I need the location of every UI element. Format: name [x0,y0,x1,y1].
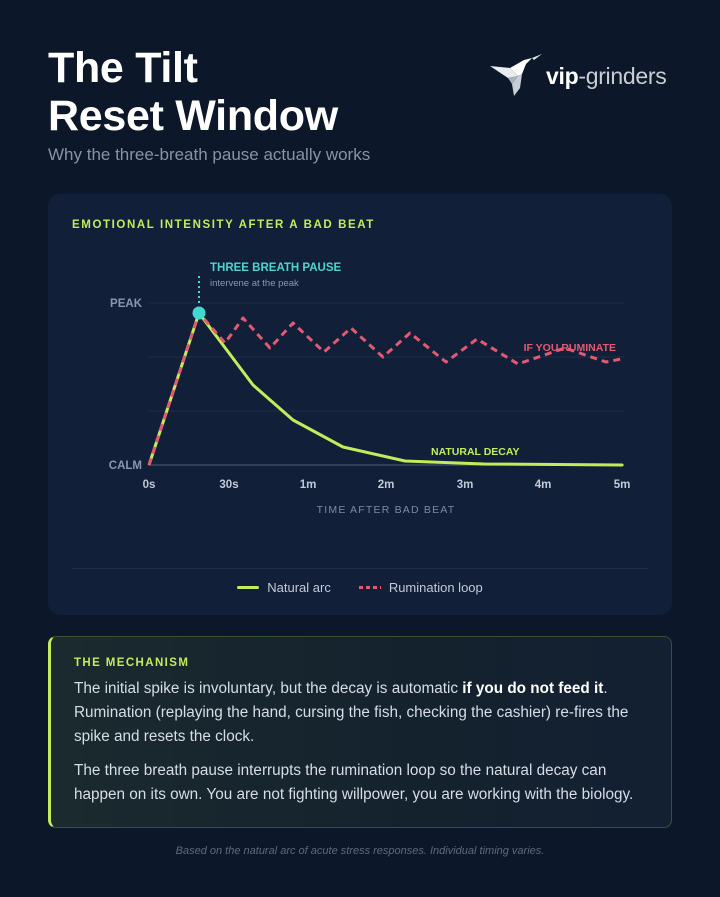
mechanism-paragraph-2: The three breath pause interrupts the ru… [74,762,634,803]
chart-legend: Natural arc Rumination loop [48,580,672,595]
dashed-line-swatch-icon [358,586,381,589]
x-axis-title: TIME AFTER BAD BEAT [317,504,456,516]
page-subtitle: Why the three-breath pause actually work… [48,145,371,164]
page-title: The Tilt Reset Window [48,44,338,140]
brand-name: vip-grinders [546,62,667,89]
x-tick: 30s [219,479,238,491]
legend-divider [72,568,648,569]
brand-logo: vip-grinders [488,54,678,98]
title-line-2: Reset Window [48,92,338,140]
chart-card: EMOTIONAL INTENSITY AFTER A BAD BEAT PEA… [48,194,672,615]
y-label-peak: PEAK [110,298,143,310]
emphasis-text: if you do not feed it [462,680,604,697]
pause-marker-dot [192,306,206,320]
gridlines [148,302,624,412]
chart-title: EMOTIONAL INTENSITY AFTER A BAD BEAT [72,219,375,231]
natural-arc-line [197,311,624,467]
pause-annotation-sub: intervene at the peak [210,278,299,289]
pause-annotation-title: THREE BREATH PAUSE [210,262,342,274]
x-tick: 4m [535,479,552,491]
ruminate-label: IF YOU RUMINATE [524,342,616,354]
x-tick: 0s [143,479,156,491]
legend-item-rumination-loop: Rumination loop [358,580,483,595]
mechanism-card: THE MECHANISM The initial spike is invol… [48,636,672,828]
x-tick: 2m [378,479,395,491]
line-chart: PEAK CALM 0s 30s 1m 2m 3m 4m 5m TIME AFT… [109,262,631,516]
footnote: Based on the natural arc of acute stress… [175,845,545,857]
title-line-1: The Tilt [48,44,198,92]
x-tick: 5m [614,479,631,491]
x-tick: 3m [457,479,474,491]
decay-label: NATURAL DECAY [431,446,519,458]
legend-item-natural-arc: Natural arc [237,580,331,595]
solid-line-swatch-icon [237,586,260,589]
x-ticks: 0s 30s 1m 2m 3m 4m 5m [143,479,631,491]
y-label-calm: CALM [109,460,142,472]
mechanism-heading: THE MECHANISM [74,657,190,669]
hummingbird-icon [490,54,542,96]
x-tick: 1m [300,479,317,491]
rumination-loop-line [147,311,622,466]
legend-label: Rumination loop [388,580,483,595]
mechanism-paragraph-1: The initial spike is involuntary, but th… [74,680,629,745]
legend-label: Natural arc [267,580,331,595]
